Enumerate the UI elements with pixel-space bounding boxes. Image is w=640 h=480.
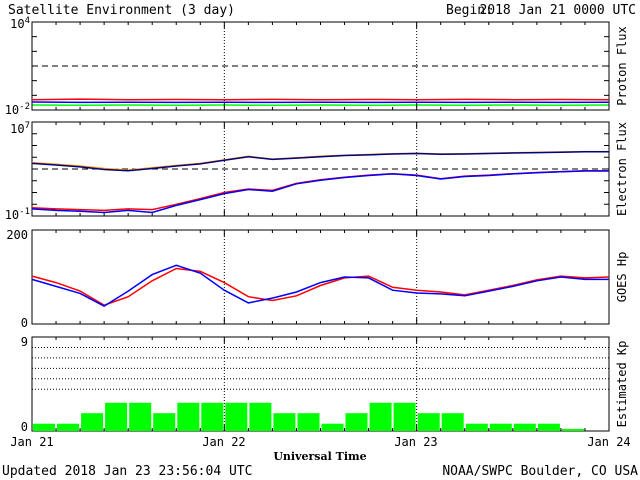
- page-title: Satellite Environment (3 day): [8, 3, 235, 18]
- electron-ylabel: Electron Flux: [615, 122, 629, 216]
- electron-series-blue: [31, 170, 609, 214]
- kp-bar-22: [561, 428, 584, 431]
- kp-bar-1: [57, 423, 79, 431]
- kp-bar-14: [369, 402, 392, 431]
- goes-series-blue: [31, 264, 609, 307]
- kp-bar-15: [393, 402, 416, 431]
- proton-ytick-bottom-base: 10: [5, 103, 19, 117]
- kp-bar-3: [105, 402, 128, 431]
- kp-bar-7: [201, 402, 224, 431]
- goes-ylabel: GOES Hp: [615, 252, 629, 303]
- proton-ytick-top: 104: [10, 16, 30, 31]
- goes-panel-frame: [31, 229, 610, 325]
- goes-series-red: [31, 267, 610, 307]
- updated-timestamp: Updated 2018 Jan 23 23:56:04 UTC: [2, 464, 252, 479]
- begin-value: 2018 Jan 21 0000 UTC: [479, 3, 636, 18]
- kp-bar-16: [417, 413, 440, 431]
- kp-bar-8: [225, 402, 248, 431]
- kp-bar-5: [153, 413, 176, 431]
- kp-bar-2: [81, 413, 104, 431]
- xtick-jan24: Jan 24: [587, 435, 630, 449]
- kp-bar-10: [273, 413, 296, 431]
- kp-bar-12: [321, 423, 344, 431]
- goes-ytick-bottom: 0: [21, 316, 28, 330]
- electron-series-navy: [31, 151, 609, 172]
- proton-ytick-bottom: 10-2: [5, 102, 30, 117]
- electron-ytick-bottom-exp: -1: [19, 207, 30, 217]
- electron-ytick-top-exp: 7: [25, 121, 30, 131]
- proton-ylabel: Proton Flux: [615, 26, 629, 105]
- kp-ytick-top: 9: [21, 335, 28, 349]
- proton-ytick-top-base: 10: [10, 17, 24, 31]
- kp-bar-4: [129, 402, 152, 431]
- xaxis-label: Universal Time: [273, 450, 366, 463]
- begin-label: Begin:: [446, 3, 493, 18]
- electron-series-red: [31, 170, 609, 212]
- kp-bar-9: [249, 402, 272, 431]
- kp-bar-21: [537, 423, 560, 431]
- proton-series-red: [31, 98, 610, 101]
- kp-bar-11: [297, 413, 320, 431]
- electron-ytick-bottom: 10-1: [5, 207, 30, 222]
- xtick-jan21: Jan 21: [10, 435, 53, 449]
- kp-bar-18: [465, 423, 488, 431]
- kp-bar-13: [345, 413, 368, 431]
- electron-ytick-top-base: 10: [10, 122, 24, 136]
- kp-bar-20: [513, 423, 536, 431]
- kp-bar-17: [441, 413, 464, 431]
- xtick-jan23: Jan 23: [394, 435, 437, 449]
- proton-ytick-bottom-exp: -2: [19, 102, 30, 112]
- electron-ytick-bottom-base: 10: [5, 208, 19, 222]
- electron-ytick-top: 107: [10, 121, 30, 136]
- kp-ytick-bottom: 0: [21, 420, 28, 434]
- kp-bar-19: [489, 423, 512, 431]
- credit-text: NOAA/SWPC Boulder, CO USA: [442, 464, 638, 479]
- kp-bar-6: [177, 402, 200, 431]
- proton-ytick-top-exp: 4: [25, 16, 30, 26]
- kp-ylabel: Estimated Kp: [615, 341, 629, 428]
- goes-ytick-top: 200: [6, 228, 28, 242]
- electron-series-orange: [31, 150, 609, 171]
- xtick-jan22: Jan 22: [202, 435, 245, 449]
- kp-bar-0: [33, 423, 55, 431]
